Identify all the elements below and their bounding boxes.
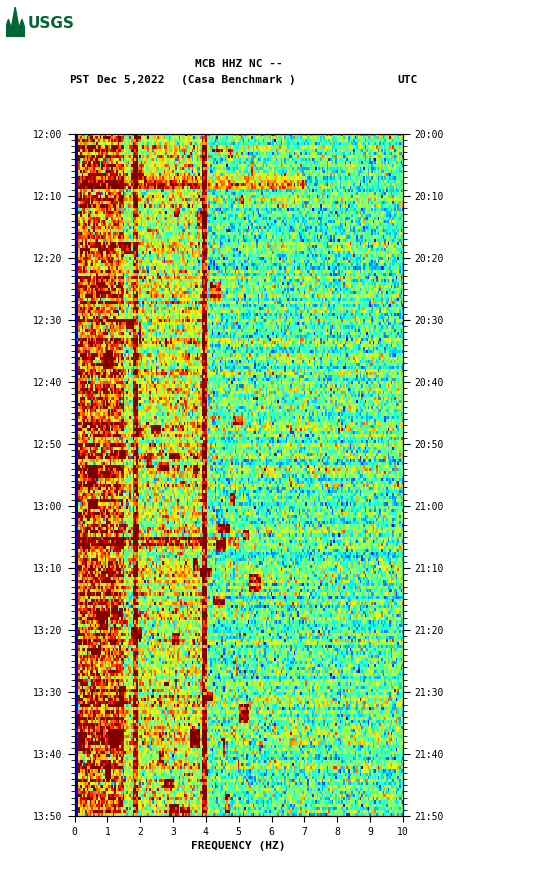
Text: Dec 5,2022: Dec 5,2022 (97, 75, 164, 85)
Text: USGS: USGS (28, 16, 75, 31)
X-axis label: FREQUENCY (HZ): FREQUENCY (HZ) (192, 841, 286, 851)
Text: PST: PST (69, 75, 89, 85)
Polygon shape (6, 7, 25, 37)
Text: UTC: UTC (397, 75, 418, 85)
Text: MCB HHZ NC --: MCB HHZ NC -- (195, 59, 283, 69)
Text: (Casa Benchmark ): (Casa Benchmark ) (182, 75, 296, 85)
